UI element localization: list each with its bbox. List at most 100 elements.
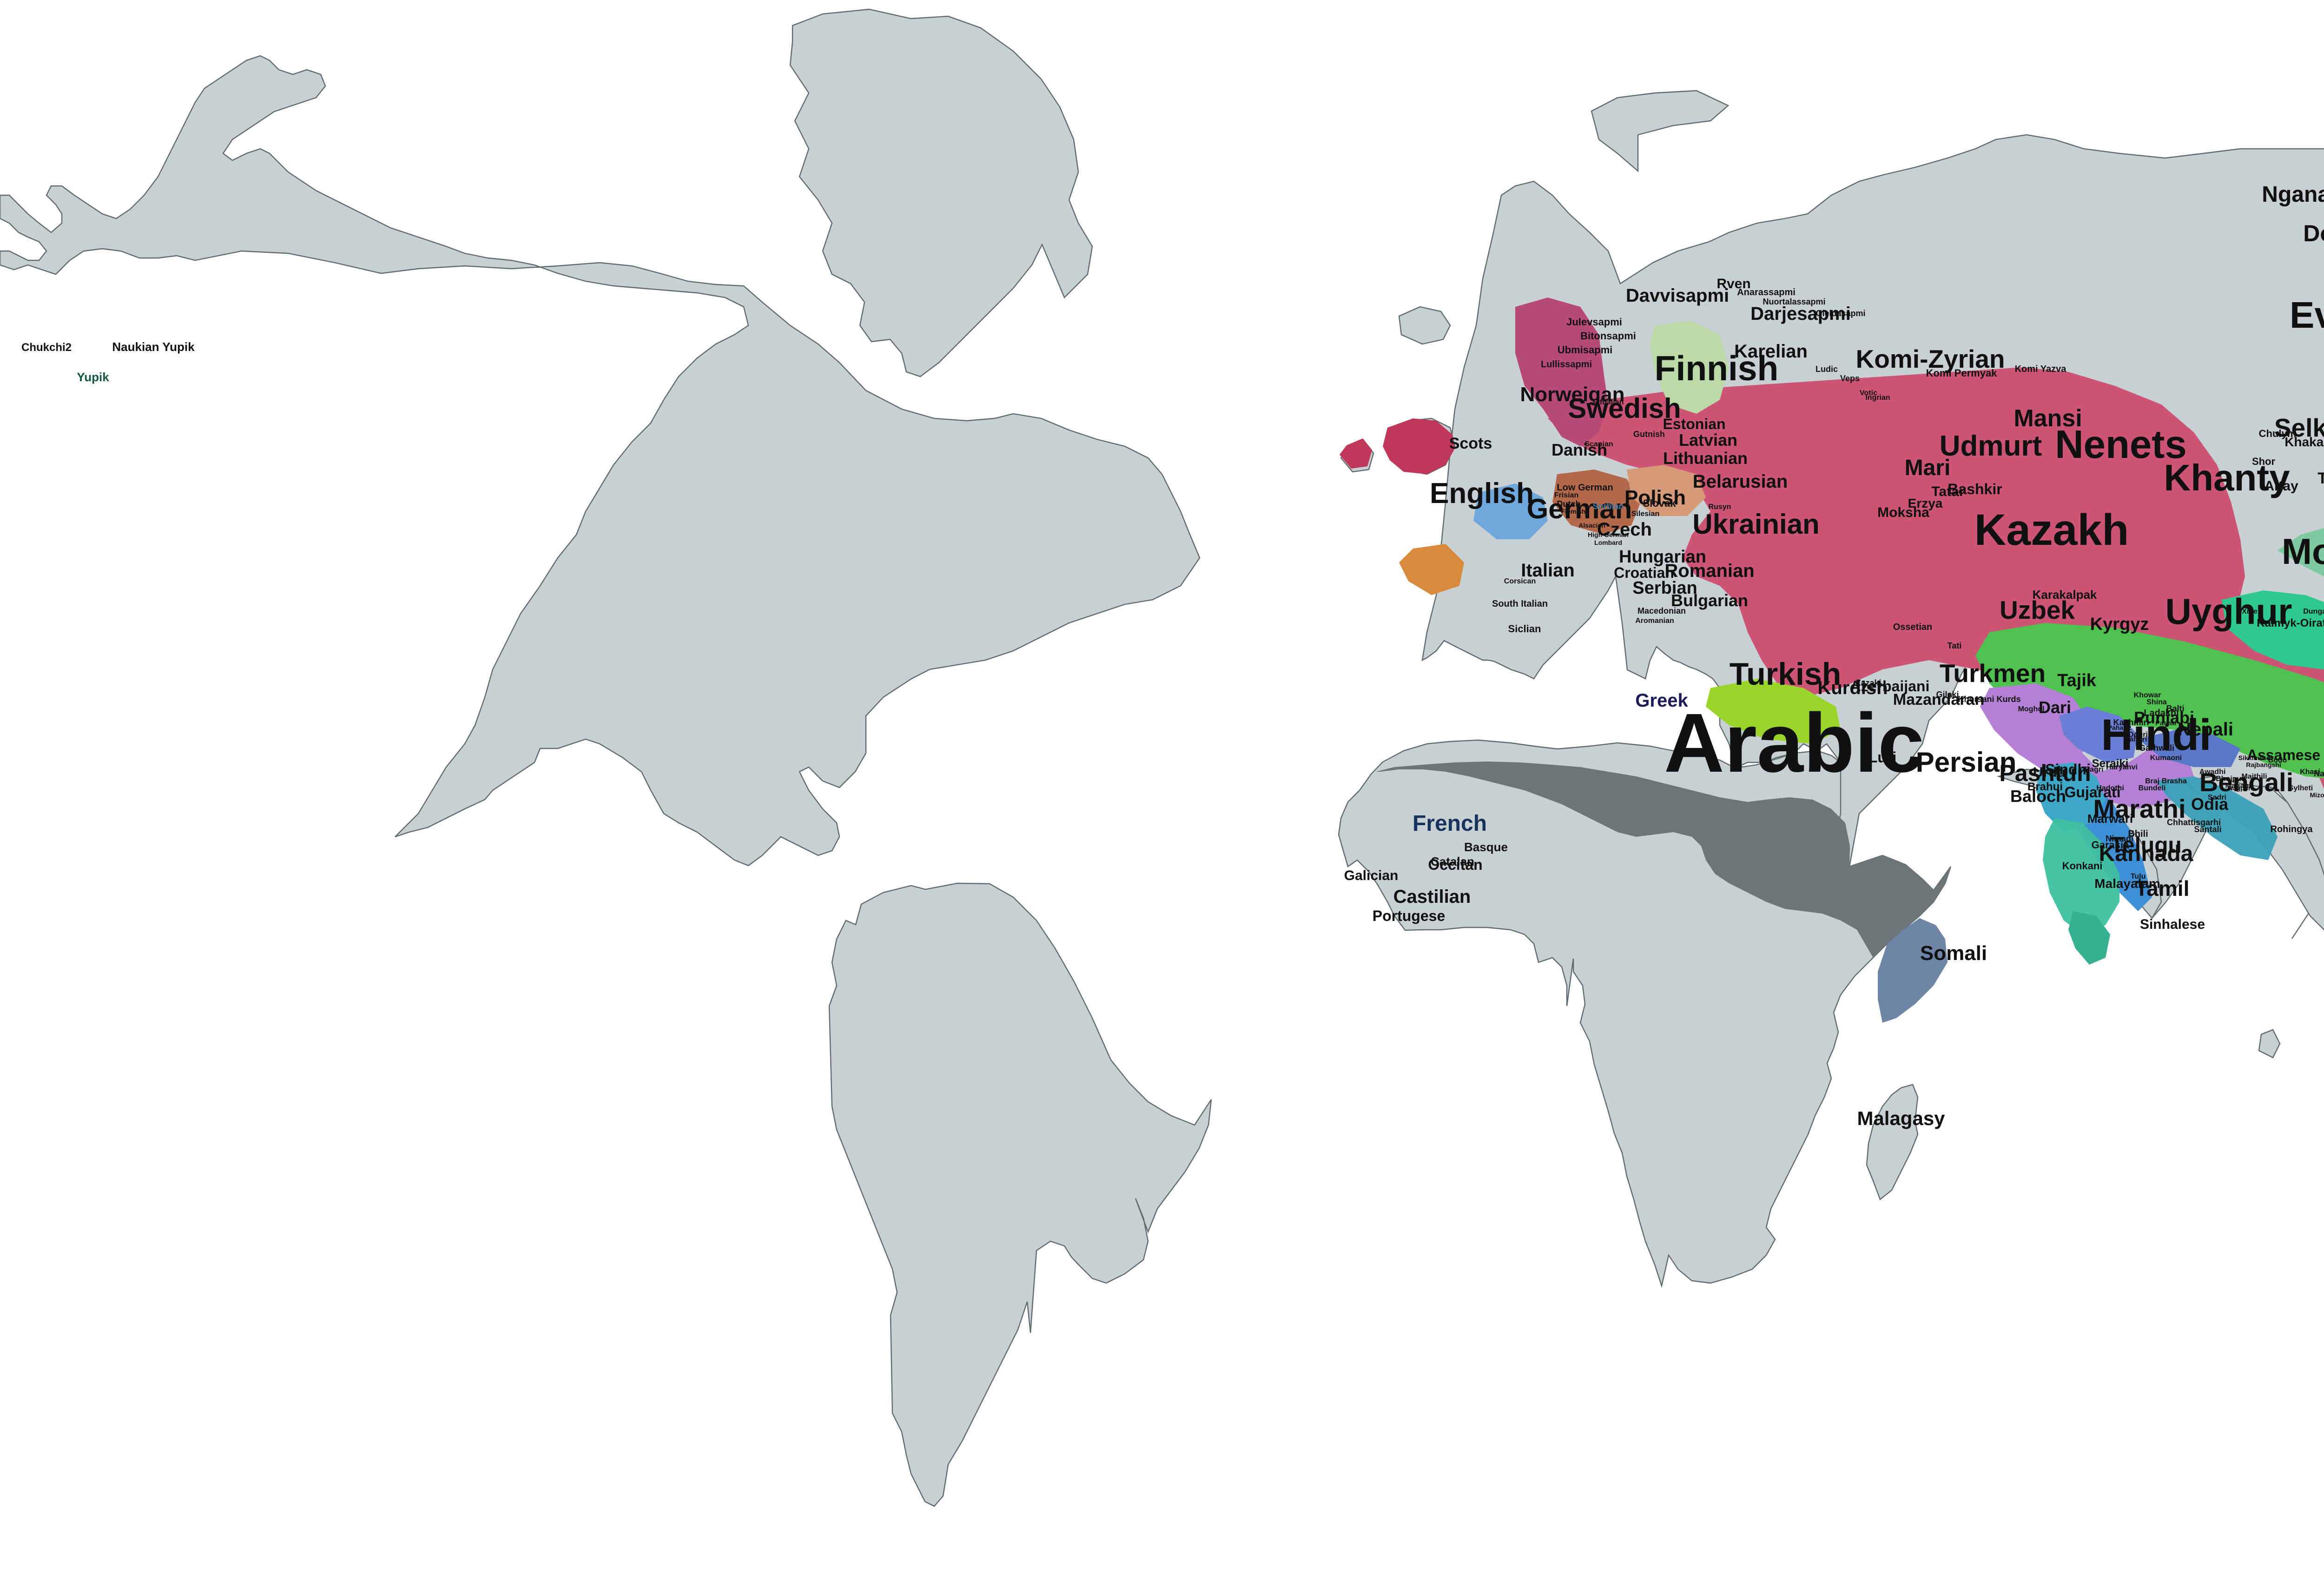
svg-text:Braj Brasha: Braj Brasha [2145, 777, 2187, 785]
svg-text:Bodo: Bodo [2268, 756, 2287, 764]
svg-text:Galician: Galician [1344, 868, 1399, 883]
svg-text:Komi Permyak: Komi Permyak [1926, 367, 1998, 379]
svg-text:Somali: Somali [1920, 942, 1987, 965]
svg-text:Kazakh: Kazakh [1974, 505, 2129, 555]
svg-text:Ukrainian: Ukrainian [1692, 509, 1819, 540]
svg-text:Bagri: Bagri [2085, 766, 2104, 774]
svg-text:Shor: Shor [2252, 456, 2276, 467]
svg-text:Flemish: Flemish [1561, 508, 1586, 515]
svg-text:Baloch: Baloch [2010, 787, 2066, 806]
svg-text:Mongolian: Mongolian [2282, 531, 2324, 572]
svg-text:Ingrian: Ingrian [1865, 394, 1890, 402]
svg-text:Scots: Scots [1449, 435, 1492, 452]
svg-text:Croatian: Croatian [1614, 564, 1674, 581]
svg-text:Catalan: Catalan [1431, 854, 1474, 868]
svg-text:Haryanvi: Haryanvi [2106, 763, 2138, 771]
svg-text:Konkani: Konkani [2062, 860, 2103, 872]
svg-text:Greek: Greek [1635, 690, 1688, 711]
svg-text:Zazaki: Zazaki [1855, 678, 1881, 688]
svg-text:Corsican: Corsican [1504, 577, 1536, 585]
svg-text:Evenki: Evenki [2290, 294, 2324, 336]
svg-text:Dolgan: Dolgan [2303, 220, 2324, 246]
svg-text:Sinhalese: Sinhalese [2140, 917, 2205, 932]
svg-text:Tati: Tati [1948, 641, 1962, 650]
svg-text:Urdu: Urdu [2033, 765, 2066, 780]
svg-text:Pashai: Pashai [2155, 719, 2176, 727]
svg-text:Lullissapmi: Lullissapmi [1541, 359, 1592, 370]
svg-text:Mansi: Mansi [2014, 405, 2082, 432]
svg-text:Portugese: Portugese [1373, 907, 1445, 924]
svg-text:English: English [1430, 477, 1534, 510]
svg-text:Veps: Veps [1840, 374, 1860, 383]
svg-text:Dungan: Dungan [2303, 608, 2324, 616]
svg-text:Slovak: Slovak [1643, 497, 1677, 509]
svg-text:Tajik: Tajik [2057, 671, 2097, 690]
svg-text:Kumaoni: Kumaoni [2150, 754, 2182, 762]
svg-text:Alsacien: Alsacien [1578, 522, 1605, 529]
svg-text:Khorsani Kurds: Khorsani Kurds [1958, 695, 2020, 704]
svg-text:Gilaki: Gilaki [1936, 690, 1959, 699]
svg-text:Bundeli: Bundeli [2139, 784, 2166, 792]
svg-text:Dogri: Dogri [2128, 731, 2148, 739]
svg-text:Turkmen: Turkmen [1940, 659, 2046, 688]
svg-text:Scanian: Scanian [1585, 440, 1613, 448]
svg-text:Shina: Shina [2146, 698, 2167, 706]
svg-text:Nagpuri: Nagpuri [2228, 784, 2253, 792]
svg-text:Sikkimese: Sikkimese [2238, 754, 2271, 761]
svg-text:Malayalam: Malayalam [2094, 876, 2160, 891]
svg-text:Basque: Basque [1464, 840, 1508, 854]
svg-text:Tulu: Tulu [2131, 873, 2146, 880]
svg-text:Frisian: Frisian [1554, 491, 1578, 499]
svg-text:Nimadi: Nimadi [2106, 834, 2133, 843]
svg-text:Nganasan: Nganasan [2262, 182, 2324, 207]
svg-text:Naukian Yupik: Naukian Yupik [112, 340, 195, 354]
svg-text:Kalmyk-Oirat: Kalmyk-Oirat [2257, 617, 2324, 629]
svg-text:Moghol: Moghol [2018, 705, 2045, 713]
svg-text:Elfdalian: Elfdalian [1593, 398, 1624, 406]
svg-text:Ludic: Ludic [1816, 364, 1838, 374]
svg-text:High German: High German [1588, 531, 1629, 538]
svg-text:Rusyn: Rusyn [1709, 503, 1731, 511]
svg-text:Garhwali: Garhwali [2139, 743, 2174, 753]
svg-text:Lombard: Lombard [1594, 539, 1622, 546]
svg-text:Hadothi: Hadothi [2096, 784, 2124, 792]
svg-text:Sadri: Sadri [2208, 794, 2226, 801]
svg-text:Naga: Naga [2314, 769, 2324, 778]
svg-text:Macedonian: Macedonian [1637, 606, 1686, 616]
svg-text:Chukchi2: Chukchi2 [21, 341, 72, 354]
svg-text:Dutch: Dutch [1557, 499, 1581, 509]
svg-text:Malagasy: Malagasy [1857, 1107, 1945, 1129]
svg-text:Bitonsapmi: Bitonsapmi [1580, 330, 1636, 342]
svg-text:Chhattisgarhi: Chhattisgarhi [2167, 818, 2221, 827]
svg-text:Karakalpak: Karakalpak [2033, 588, 2097, 602]
svg-text:Altay: Altay [2264, 478, 2298, 494]
svg-text:Luri: Luri [1868, 749, 1896, 766]
svg-text:South Italian: South Italian [1492, 599, 1548, 609]
svg-text:Rohingya: Rohingya [2270, 824, 2313, 834]
svg-text:Balti: Balti [2166, 704, 2184, 713]
svg-text:Khowar: Khowar [2134, 691, 2161, 699]
svg-text:Sorbian: Sorbian [1592, 502, 1624, 511]
svg-text:Anarassapmi: Anarassapmi [1737, 287, 1796, 298]
svg-text:Gieldasapmi: Gieldasapmi [1816, 309, 1865, 318]
svg-text:Maithili: Maithili [2241, 773, 2267, 781]
svg-text:Arabic: Arabic [1664, 696, 1924, 790]
svg-text:French: French [1413, 811, 1487, 836]
svg-text:Ubmisapmi: Ubmisapmi [1558, 344, 1613, 356]
svg-text:Lithuanian: Lithuanian [1663, 449, 1748, 468]
svg-text:Siclian: Siclian [1508, 623, 1541, 635]
svg-text:Silesian: Silesian [1631, 510, 1659, 518]
svg-text:Erzya: Erzya [1908, 496, 1943, 510]
svg-text:Castilian: Castilian [1393, 887, 1471, 907]
svg-text:Gutnish: Gutnish [1633, 430, 1665, 439]
svg-text:Tuvan: Tuvan [2317, 470, 2324, 487]
svg-text:Ossetian: Ossetian [1893, 622, 1932, 632]
svg-text:Yupik: Yupik [77, 370, 109, 384]
svg-text:Marwari: Marwari [2087, 812, 2133, 826]
svg-text:Aromanian: Aromanian [1635, 617, 1674, 625]
svg-text:Julevsapmi: Julevsapmi [1566, 316, 1622, 328]
svg-text:Kyrgyz: Kyrgyz [2090, 615, 2149, 634]
svg-text:Chulym: Chulym [2259, 428, 2297, 439]
svg-text:Komi Yazva: Komi Yazva [2015, 364, 2067, 374]
svg-text:Karelian: Karelian [1734, 341, 1808, 362]
